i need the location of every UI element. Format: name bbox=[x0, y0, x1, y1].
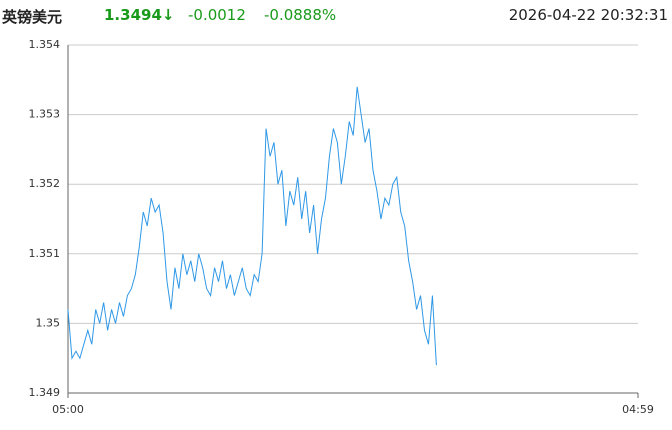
y-tick-label: 1.352 bbox=[29, 177, 61, 190]
instrument-name: 英镑美元 bbox=[2, 8, 63, 26]
price-line bbox=[67, 86, 437, 366]
change: -0.0012 bbox=[188, 6, 246, 24]
change-percent: -0.0888% bbox=[264, 6, 337, 24]
price: 1.3494↓ bbox=[104, 6, 175, 24]
header: 英镑美元 1.3494↓ -0.0012 -0.0888% 2026-04-22… bbox=[0, 0, 672, 32]
x-tick-label: 05:00 bbox=[52, 403, 84, 416]
y-tick-label: 1.35 bbox=[36, 316, 61, 329]
y-tick-label: 1.349 bbox=[29, 386, 61, 399]
y-tick-label: 1.351 bbox=[29, 247, 61, 260]
y-tick-label: 1.353 bbox=[29, 108, 61, 121]
y-tick-label: 1.354 bbox=[29, 38, 61, 51]
timestamp: 2026-04-22 20:32:31 bbox=[508, 6, 668, 24]
x-tick-label: 04:59 bbox=[622, 403, 654, 416]
